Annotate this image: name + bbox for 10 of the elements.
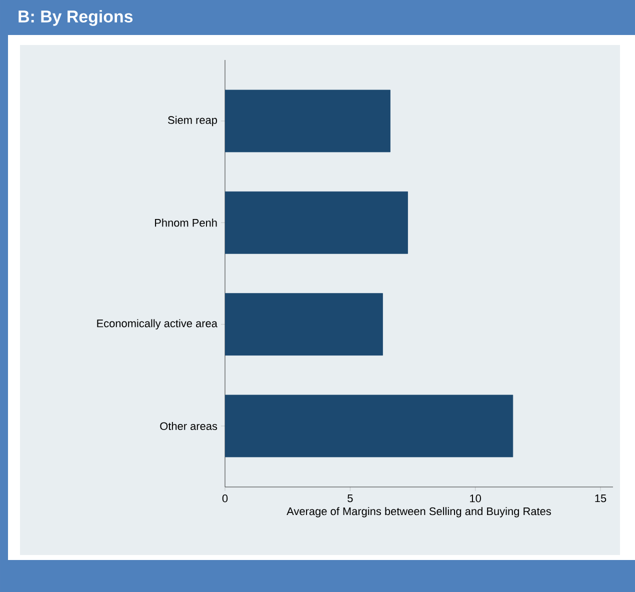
- y-tick-label: Phnom Penh: [155, 218, 217, 227]
- text: B: By Regions: [18, 10, 133, 26]
- x-tick-label: 5: [348, 494, 353, 502]
- x-axis-title: Average of Margins between Selling and Buying Rates: [286, 507, 551, 518]
- y-tick-label: Siem reap: [168, 116, 217, 126]
- y-tick-label: Economically active area: [97, 319, 218, 330]
- x-tick-label: 10: [470, 494, 481, 502]
- x-tick-label: 0: [222, 494, 228, 502]
- y-tick-label: Other areas: [160, 422, 218, 430]
- x-tick-label: 15: [595, 494, 606, 502]
